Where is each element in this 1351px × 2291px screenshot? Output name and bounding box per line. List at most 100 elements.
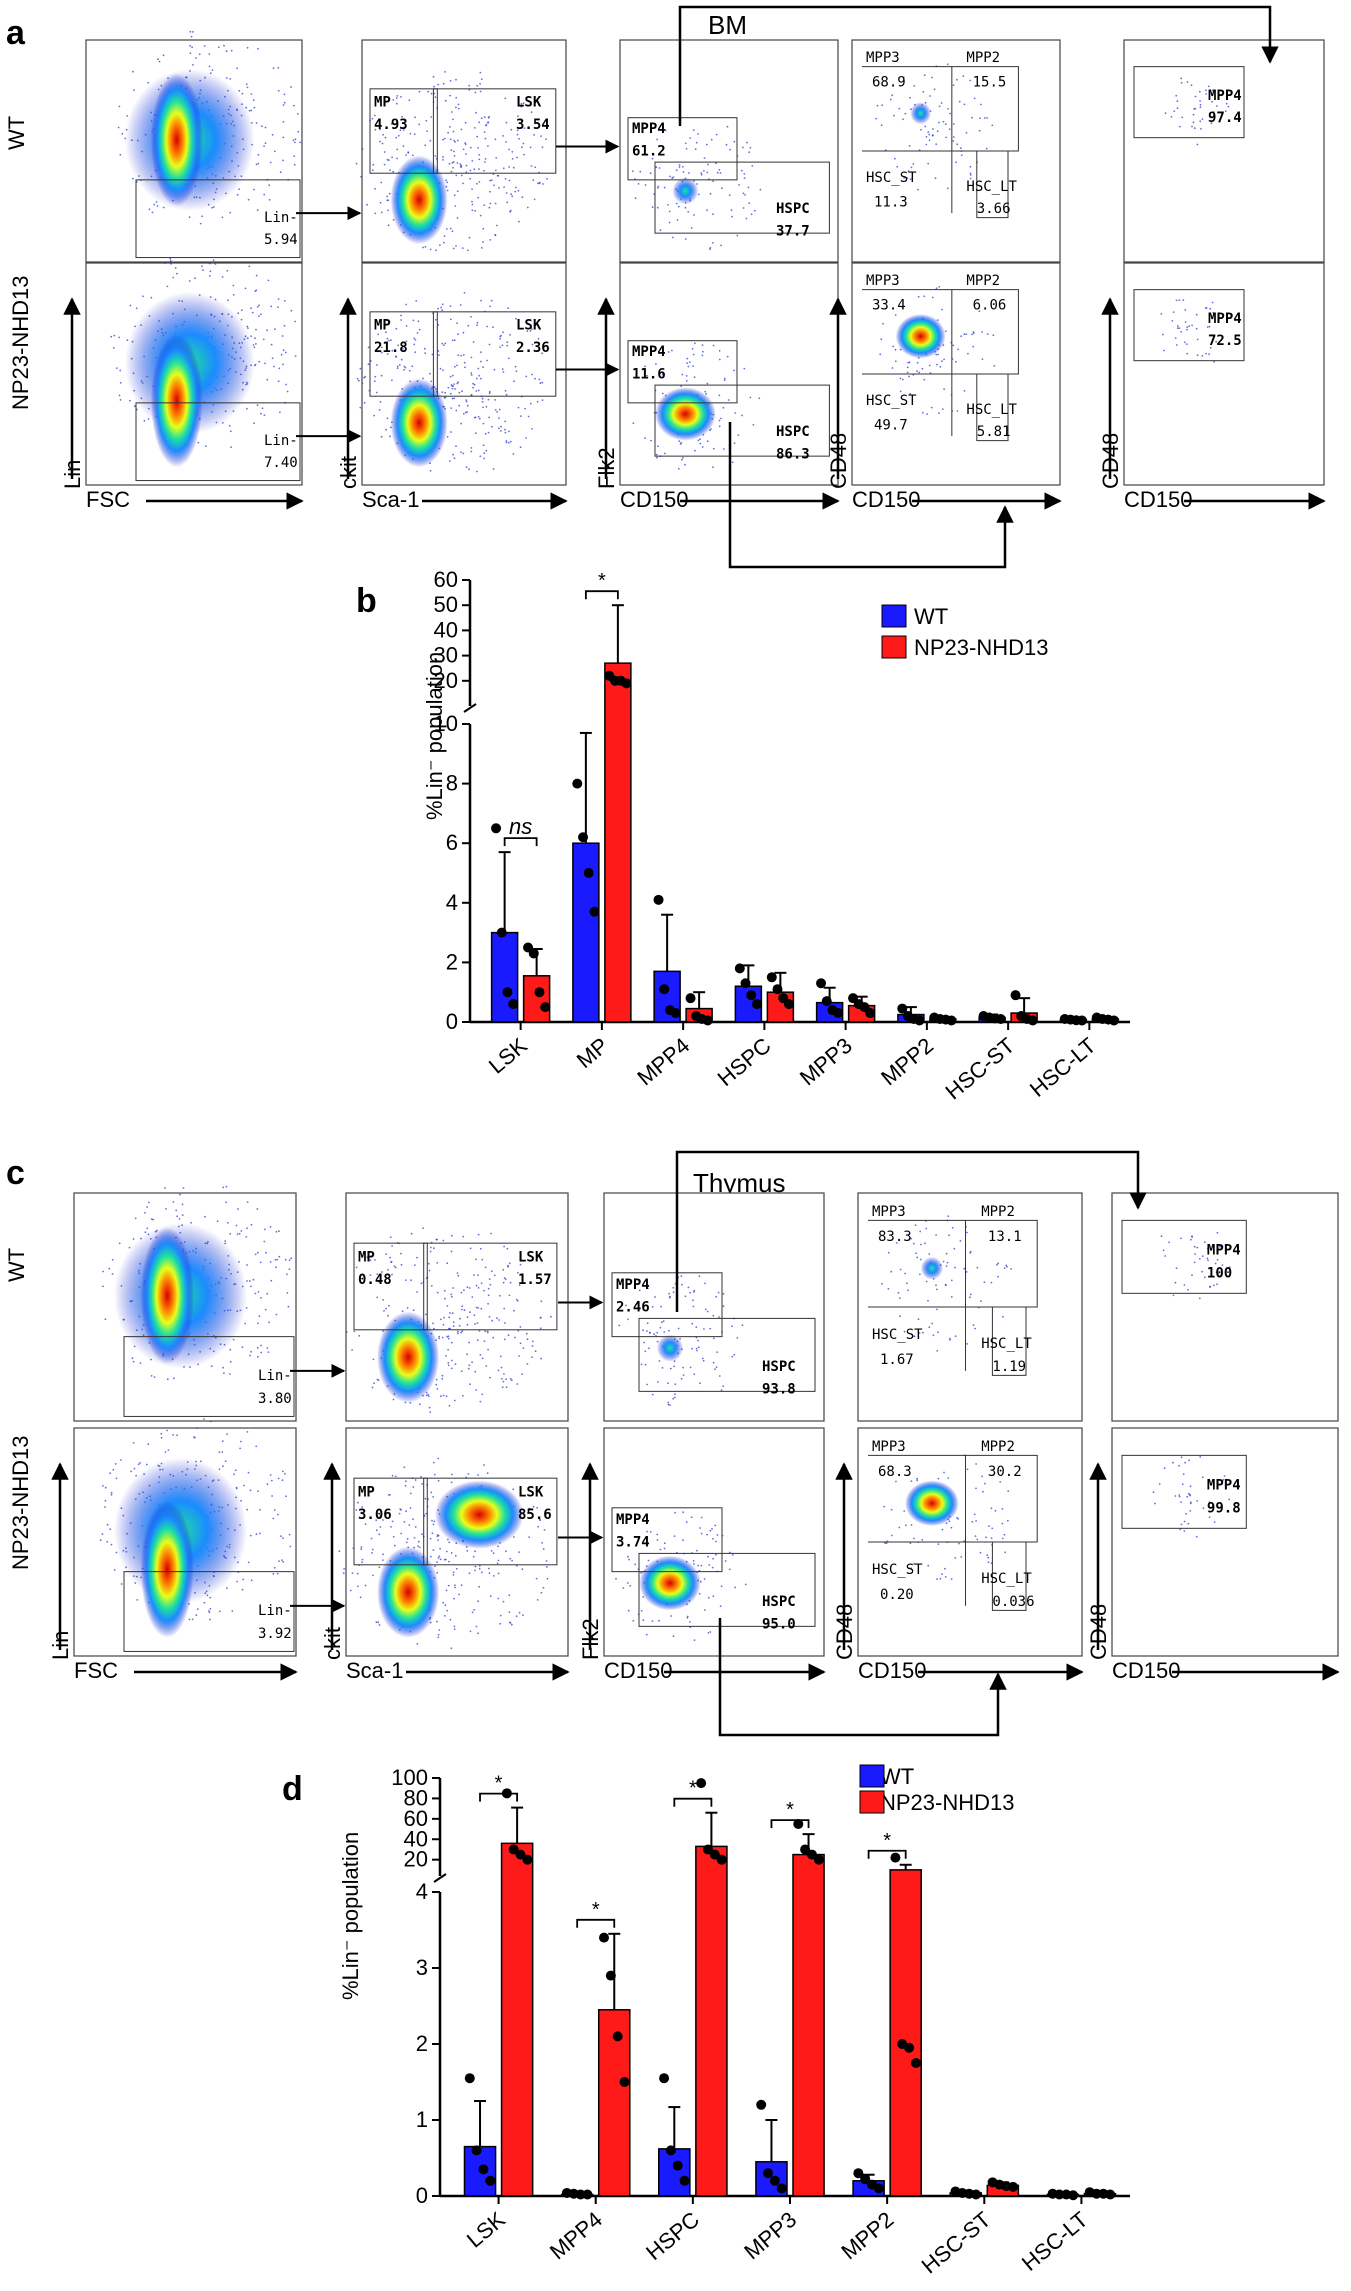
data-point [995, 1014, 1006, 1025]
event-dot [892, 345, 895, 348]
event-dot [229, 430, 232, 433]
event-dot [453, 150, 455, 153]
event-dot [509, 1377, 512, 1380]
event-dot [519, 446, 522, 449]
event-dot [414, 1526, 417, 1528]
event-dot [904, 112, 907, 115]
event-dot [483, 1289, 485, 1292]
event-dot [1212, 111, 1215, 113]
event-dot [538, 378, 541, 381]
event-dot [752, 424, 755, 426]
event-dot [928, 139, 931, 142]
event-dot [530, 165, 533, 167]
event-dot [990, 1507, 993, 1510]
event-dot [502, 1281, 505, 1284]
data-point [873, 2183, 884, 2194]
event-dot [427, 1262, 430, 1265]
event-dot [357, 379, 360, 382]
data-point [1076, 1015, 1087, 1026]
event-dot [455, 409, 458, 412]
event-dot [759, 188, 762, 191]
event-dot [1181, 1483, 1184, 1486]
event-dot [208, 53, 211, 55]
event-dot [387, 224, 390, 227]
event-dot [420, 1282, 423, 1285]
event-dot [425, 1512, 428, 1515]
event-dot [671, 236, 674, 239]
data-point [1027, 1015, 1038, 1026]
event-dot [697, 133, 699, 135]
event-dot [627, 1609, 630, 1612]
event-dot [478, 121, 481, 124]
event-dot [209, 1420, 212, 1423]
event-dot [973, 1513, 976, 1516]
c-wt-gate-cd48 [868, 1219, 1038, 1376]
event-dot [692, 1560, 695, 1562]
event-dot [644, 1350, 647, 1353]
event-dot [436, 1388, 439, 1390]
event-dot [229, 78, 232, 80]
c-wt-gate-hspc-value: 93.8 [762, 1382, 796, 1398]
event-dot [363, 401, 366, 404]
event-dot [699, 1527, 702, 1529]
event-dot [488, 1316, 491, 1318]
event-dot [711, 1528, 713, 1530]
event-dot [437, 1479, 440, 1482]
event-dot [493, 184, 495, 187]
event-dot [260, 1351, 263, 1354]
event-dot [924, 125, 927, 128]
event-dot [520, 415, 522, 417]
event-dot [634, 1563, 637, 1566]
event-dot [1176, 107, 1179, 110]
event-dot [441, 342, 444, 345]
event-dot [254, 290, 257, 292]
event-dot [361, 1506, 364, 1508]
event-dot [978, 310, 981, 313]
event-dot [255, 1533, 258, 1536]
event-dot [464, 411, 467, 414]
c-wt-gate-mpp4-label: MPP4 [616, 1277, 650, 1293]
event-dot [455, 106, 457, 109]
event-dot [377, 333, 379, 336]
event-dot [703, 157, 706, 160]
panel-letter-d: d [282, 1770, 303, 1808]
x-tick-label: HSPC [713, 1033, 776, 1092]
event-dot [503, 1307, 506, 1310]
event-dot [515, 370, 518, 373]
event-dot [457, 1330, 459, 1333]
event-dot [1173, 110, 1176, 112]
event-dot [278, 367, 281, 370]
data-point [583, 868, 594, 878]
event-dot [706, 209, 708, 212]
event-dot [733, 442, 736, 444]
event-dot [521, 146, 523, 149]
event-dot [462, 354, 465, 356]
event-dot [457, 1274, 460, 1277]
event-dot [229, 1232, 232, 1235]
event-dot [728, 1568, 731, 1571]
event-dot [449, 227, 452, 230]
event-dot [386, 353, 389, 355]
event-dot [403, 368, 405, 371]
event-dot [693, 376, 696, 379]
event-dot [1212, 311, 1215, 314]
event-dot [120, 1459, 122, 1461]
event-dot [263, 414, 266, 416]
event-dot [429, 469, 432, 472]
event-dot [658, 167, 661, 169]
c-np23-panel-flk2 [603, 1427, 825, 1657]
event-dot [505, 441, 508, 444]
event-dot [744, 194, 746, 196]
event-dot [166, 285, 169, 288]
event-dot [476, 135, 479, 138]
event-dot [493, 1274, 496, 1277]
event-dot [269, 161, 272, 164]
event-dot [465, 171, 468, 174]
event-dot [360, 1548, 363, 1550]
event-dot [1203, 1276, 1206, 1279]
event-dot [437, 1457, 440, 1460]
event-dot [472, 382, 474, 385]
event-dot [388, 192, 391, 195]
event-dot [458, 1593, 460, 1596]
event-dot [277, 298, 280, 300]
